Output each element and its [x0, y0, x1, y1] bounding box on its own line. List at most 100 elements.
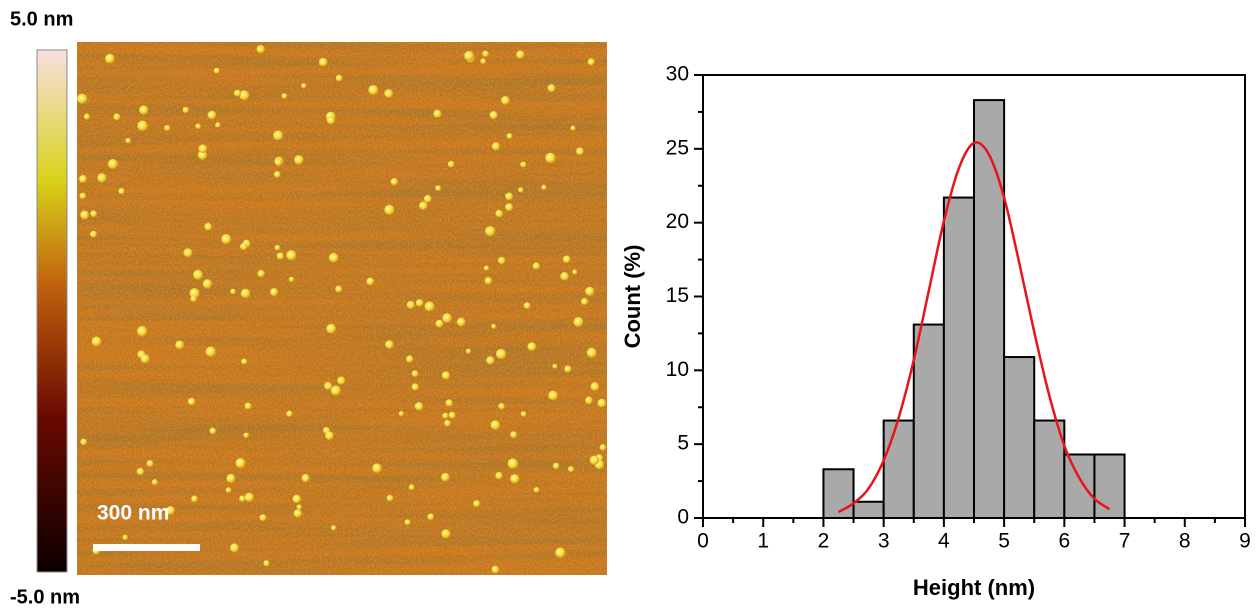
particle: [523, 302, 531, 310]
particle: [560, 272, 569, 281]
particle: [335, 285, 343, 293]
particle: [547, 84, 556, 93]
y-tick-label: 25: [666, 136, 689, 159]
particle: [335, 74, 343, 82]
particle: [263, 560, 270, 567]
colorbar-min-label: -5.0 nm: [10, 586, 80, 608]
afm-grain: [77, 42, 607, 575]
particle: [233, 89, 241, 97]
particle: [337, 376, 346, 385]
particle: [562, 255, 571, 264]
particle: [444, 419, 451, 427]
x-tick-label: 6: [1058, 530, 1070, 553]
particle: [91, 336, 102, 347]
particle: [225, 487, 232, 493]
particle: [182, 106, 189, 114]
particle: [473, 500, 481, 508]
x-tick-label: 8: [1179, 530, 1191, 553]
particle: [274, 158, 283, 166]
particle: [190, 295, 197, 302]
particle: [274, 244, 281, 251]
particle: [555, 547, 566, 558]
particle: [301, 474, 310, 483]
particle: [390, 177, 398, 186]
x-tick-label: 9: [1239, 530, 1251, 553]
particle: [490, 420, 501, 430]
x-axis-title: Height (nm): [913, 575, 1035, 600]
particle: [244, 492, 255, 502]
particle: [202, 279, 213, 289]
x-tick-label: 1: [757, 530, 769, 553]
particle: [235, 458, 246, 469]
x-tick-label: 7: [1119, 530, 1131, 553]
particle: [195, 123, 201, 129]
particle: [495, 471, 503, 480]
x-tick-label: 2: [818, 530, 830, 553]
particle: [568, 466, 575, 473]
particle: [328, 252, 339, 263]
particle: [97, 173, 107, 183]
particle: [105, 53, 115, 64]
particle: [366, 277, 375, 286]
particle: [441, 371, 451, 380]
y-tick-label: 5: [677, 432, 689, 455]
particle: [518, 187, 524, 193]
x-tick-label: 5: [998, 530, 1010, 553]
particle: [118, 187, 125, 195]
particle: [327, 116, 336, 125]
particle: [505, 203, 514, 212]
particle: [495, 348, 507, 360]
particle: [325, 431, 334, 440]
particle: [445, 399, 453, 407]
particle: [318, 57, 328, 67]
particle: [205, 346, 216, 357]
particle: [597, 398, 607, 408]
particle: [90, 230, 97, 238]
particle: [137, 326, 148, 337]
particle: [215, 122, 221, 128]
particle: [256, 44, 265, 54]
y-tick-label: 15: [666, 284, 689, 307]
particle: [207, 110, 217, 120]
colorbar-max-label: 5.0 nm: [10, 8, 73, 30]
particle: [576, 147, 584, 156]
particle: [433, 109, 442, 118]
particle: [510, 431, 518, 439]
particle: [294, 155, 304, 165]
particle: [516, 50, 525, 59]
particle: [301, 83, 307, 89]
particle: [545, 152, 556, 164]
bar: [1033, 419, 1066, 520]
particle: [385, 340, 394, 349]
particle: [137, 120, 148, 132]
particle: [442, 412, 449, 419]
particle: [482, 50, 489, 58]
particle: [590, 382, 600, 391]
particle: [498, 403, 505, 410]
particle: [213, 67, 220, 74]
particle: [197, 150, 208, 160]
particle: [573, 316, 584, 327]
fit-curve: [837, 141, 1111, 514]
bar: [1093, 453, 1126, 519]
x-tick-label: 3: [878, 530, 890, 553]
particle: [485, 226, 496, 237]
particle: [175, 340, 185, 350]
particle: [506, 133, 513, 139]
particle: [411, 383, 419, 391]
particle: [424, 301, 435, 312]
particle: [447, 160, 455, 168]
particle: [191, 495, 198, 503]
particle: [125, 137, 131, 144]
particle: [79, 174, 87, 183]
particle: [435, 185, 442, 192]
particle: [589, 455, 600, 465]
y-tick-label: 30: [666, 63, 689, 86]
particle: [293, 509, 303, 518]
particle: [510, 474, 520, 484]
particle: [505, 192, 514, 201]
particle: [140, 354, 150, 364]
bar: [973, 99, 1006, 519]
particle: [164, 124, 171, 132]
particle: [384, 204, 395, 215]
